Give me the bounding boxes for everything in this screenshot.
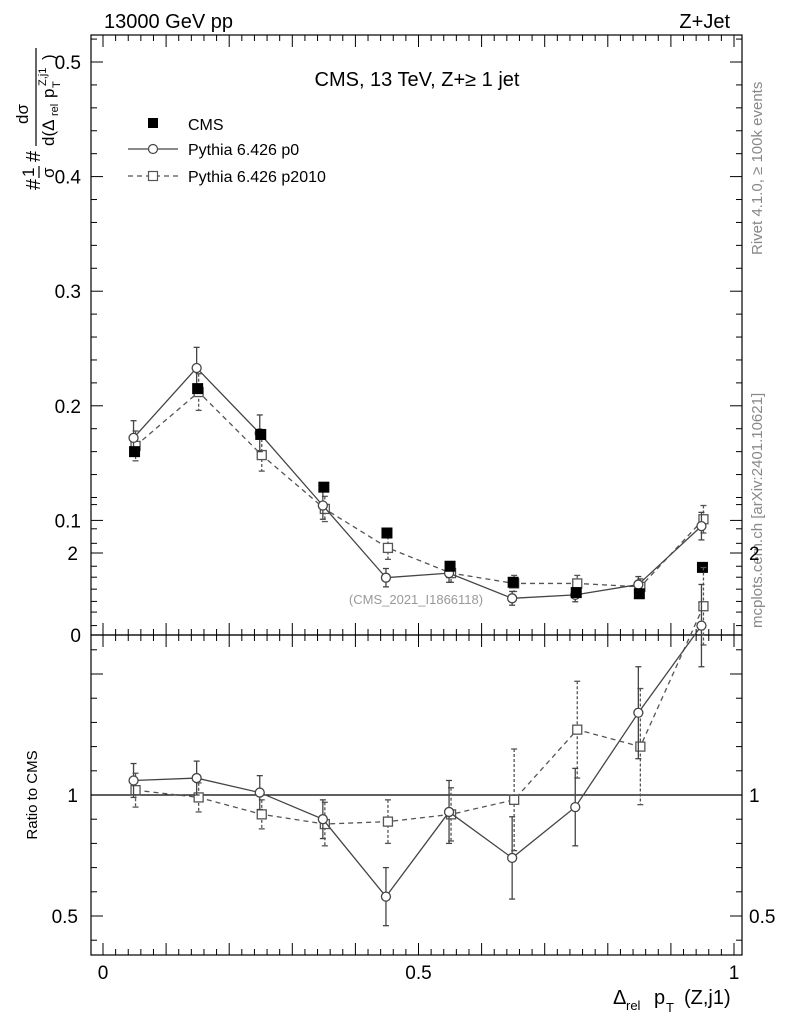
cms-data-point bbox=[570, 587, 582, 599]
ratio-p0-point bbox=[254, 787, 265, 798]
svg-text:Δ: Δ bbox=[613, 987, 626, 1009]
ratio-p0-line bbox=[133, 625, 702, 898]
svg-text:σ: σ bbox=[39, 167, 58, 178]
main-y-tick-label: 0.4 bbox=[55, 168, 82, 189]
svg-text:T: T bbox=[51, 81, 63, 88]
svg-text:Z,j1: Z,j1 bbox=[37, 68, 49, 86]
svg-text:rel: rel bbox=[626, 998, 641, 1013]
legend-p2010-marker bbox=[147, 170, 159, 182]
svg-text:p: p bbox=[39, 89, 58, 98]
ratio-p0-point bbox=[570, 801, 581, 813]
svg-text:): ) bbox=[39, 54, 58, 60]
cms-data-point bbox=[381, 527, 393, 539]
legend-p2010-label: Pythia 6.426 p2010 bbox=[188, 169, 326, 186]
main-y-tick-label: 0.5 bbox=[55, 53, 81, 74]
svg-text:rel: rel bbox=[49, 104, 61, 116]
cms-data-point bbox=[192, 383, 204, 395]
ratio-p0-point bbox=[696, 620, 707, 631]
ratio-p0-point bbox=[380, 891, 392, 902]
legend-p0-label: Pythia 6.426 p0 bbox=[188, 142, 299, 159]
x-tick-label: 0 bbox=[98, 963, 109, 984]
ratio-y-tick-label-right: 0.5 bbox=[749, 907, 775, 928]
ratio-p0-point bbox=[317, 814, 329, 825]
main-p0-point bbox=[380, 572, 392, 583]
ratio-p0-point bbox=[128, 775, 139, 786]
cms-data-point bbox=[129, 446, 141, 458]
main-p2010-line bbox=[135, 391, 704, 588]
ratio-p2010-point bbox=[130, 785, 141, 796]
x-axis-label: Δ rel p T (Z,j1) bbox=[613, 987, 731, 1015]
main-p0-point bbox=[696, 520, 707, 532]
cms-data-point bbox=[318, 481, 330, 493]
header-right: Z+Jet bbox=[679, 11, 730, 33]
main-y-tick-label: 0.2 bbox=[55, 397, 81, 418]
main-p2010-point bbox=[572, 578, 583, 589]
ratio-p0-point bbox=[443, 806, 455, 818]
legend-cms-marker bbox=[148, 118, 158, 128]
legend: CMS Pythia 6.426 p0 Pythia 6.426 p2010 bbox=[128, 117, 326, 186]
svg-text:p: p bbox=[654, 987, 665, 1009]
rivet-label: Rivet 4.1.0, ≥ 100k events bbox=[749, 82, 766, 255]
analysis-watermark: (CMS_2021_I1866118) bbox=[349, 592, 483, 607]
ratio-y-tick-label-right: 2 bbox=[749, 544, 760, 565]
ratio-p2010-point bbox=[193, 792, 204, 803]
cms-data-point bbox=[255, 428, 267, 440]
main-p0-point bbox=[317, 500, 329, 511]
main-p0-point bbox=[633, 579, 644, 590]
cms-data-point bbox=[633, 588, 645, 600]
cms-data-point bbox=[444, 560, 456, 572]
main-title: CMS, 13 TeV, Z+≥ 1 jet bbox=[315, 69, 520, 91]
ratio-p2010-point bbox=[382, 816, 394, 827]
x-tick-label: 0.5 bbox=[405, 963, 431, 984]
legend-p0-marker bbox=[147, 143, 159, 155]
legend-cms-label: CMS bbox=[188, 117, 224, 134]
ratio-p2010-point bbox=[256, 809, 267, 820]
svg-text:(Z,j1): (Z,j1) bbox=[684, 987, 731, 1009]
svg-text:dσ: dσ bbox=[13, 104, 32, 124]
main-p0-line bbox=[133, 367, 702, 599]
svg-text:T: T bbox=[666, 1000, 674, 1015]
main-p2010-point bbox=[382, 542, 394, 554]
mcplots-label: mcplots.cern.ch [arXiv:2401.10621] bbox=[749, 393, 766, 628]
main-y-axis-label: # 1 σ # dσ d(Δ rel p T Z,j1 ) bbox=[13, 48, 63, 190]
main-y-tick-label: 0.3 bbox=[55, 282, 81, 303]
ratio-y-tick-label: 1 bbox=[67, 786, 78, 807]
svg-text:d(Δ: d(Δ bbox=[39, 120, 58, 146]
cms-data-point bbox=[507, 576, 519, 588]
main-p0-point bbox=[507, 593, 518, 604]
svg-text:1: 1 bbox=[19, 168, 38, 177]
ratio-p2010-point bbox=[635, 741, 646, 752]
ratio-p2010-point bbox=[508, 794, 520, 805]
ratio-y-tick-label: 2 bbox=[67, 544, 78, 565]
ratio-p2010-point bbox=[698, 601, 709, 612]
main-p0-point bbox=[191, 362, 202, 374]
header-left: 13000 GeV pp bbox=[104, 11, 233, 33]
main-p0-point bbox=[128, 432, 139, 444]
main-p2010-point bbox=[256, 449, 267, 461]
ratio-p0-point bbox=[633, 707, 644, 718]
ratio-y-tick-label: 0.5 bbox=[52, 907, 78, 928]
x-tick-label: 1 bbox=[729, 963, 740, 984]
main-y-tick-label: 0 bbox=[70, 626, 81, 647]
svg-text:#: # bbox=[23, 150, 45, 162]
svg-text:#: # bbox=[23, 178, 45, 190]
ratio-p0-point bbox=[191, 772, 202, 784]
ratio-p0-point bbox=[507, 852, 518, 864]
ratio-y-axis-label: Ratio to CMS bbox=[24, 750, 41, 839]
ratio-p2010-line bbox=[135, 605, 705, 825]
ratio-y-tick-label-right: 1 bbox=[749, 786, 760, 807]
ratio-p2010-point bbox=[572, 724, 583, 735]
main-y-tick-label: 0.1 bbox=[55, 511, 81, 532]
